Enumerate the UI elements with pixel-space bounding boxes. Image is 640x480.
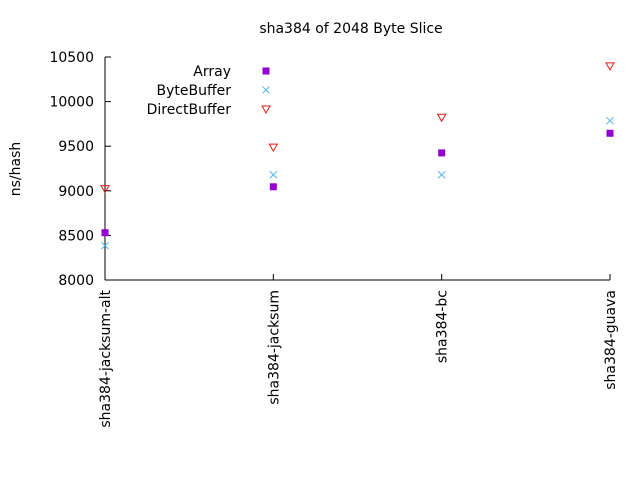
y-tick-label: 8000 [58, 273, 94, 289]
point-directbuffer [436, 113, 447, 123]
point-bytebuffer [606, 116, 614, 125]
point-array [606, 129, 614, 137]
point-bytebuffer [269, 170, 278, 179]
x-axis-ticks: sha384-jacksum-alt sha384-jacksum sha384-b… [98, 274, 619, 428]
cross-stroke [262, 86, 270, 94]
point-bytebuffer [101, 241, 109, 250]
series-array [101, 129, 614, 237]
y-tick-label: 10500 [49, 50, 94, 66]
y-tick-label: 8500 [58, 228, 94, 244]
plot-axes [104, 57, 610, 281]
y-tick-label: 9500 [58, 139, 94, 155]
data-points [100, 62, 615, 250]
point-directbuffer [268, 143, 279, 153]
series-bytebuffer [101, 116, 614, 250]
legend-label-array: Array [193, 64, 231, 80]
legend-label-bytebuffer: ByteBuffer [157, 83, 232, 99]
cross-stroke [269, 170, 278, 179]
x-tick-label: sha384-guava [603, 290, 619, 390]
cross-stroke [606, 116, 614, 125]
y-tick-label: 10000 [49, 95, 94, 111]
point-directbuffer [605, 62, 615, 71]
legend-marker-array [262, 67, 270, 75]
legend-label-directbuffer: DirectBuffer [147, 102, 232, 118]
x-tick-label: sha384-jacksum-alt [98, 289, 114, 427]
point-bytebuffer [437, 170, 446, 179]
x-tick-label: sha384-jacksum [266, 290, 282, 405]
cross-stroke [437, 170, 446, 179]
cross-stroke [101, 241, 109, 250]
legend-marker-directbuffer [261, 105, 271, 115]
legend-marker-bytebuffer [262, 86, 270, 94]
point-array [438, 149, 446, 157]
point-directbuffer [100, 185, 110, 194]
y-tick-label: 9000 [58, 184, 94, 200]
legend: Array ByteBuffer DirectBuffer [147, 64, 271, 118]
y-axis-ticks: 8000 8500 9000 9500 10000 10500 [49, 50, 111, 289]
chart-title: sha384 of 2048 Byte Slice [259, 21, 442, 37]
series-directbuffer [100, 62, 615, 194]
point-array [101, 229, 109, 237]
x-tick-label: sha384-bc [435, 290, 451, 363]
y-axis-label: ns/hash [8, 142, 24, 197]
point-array [269, 183, 277, 191]
